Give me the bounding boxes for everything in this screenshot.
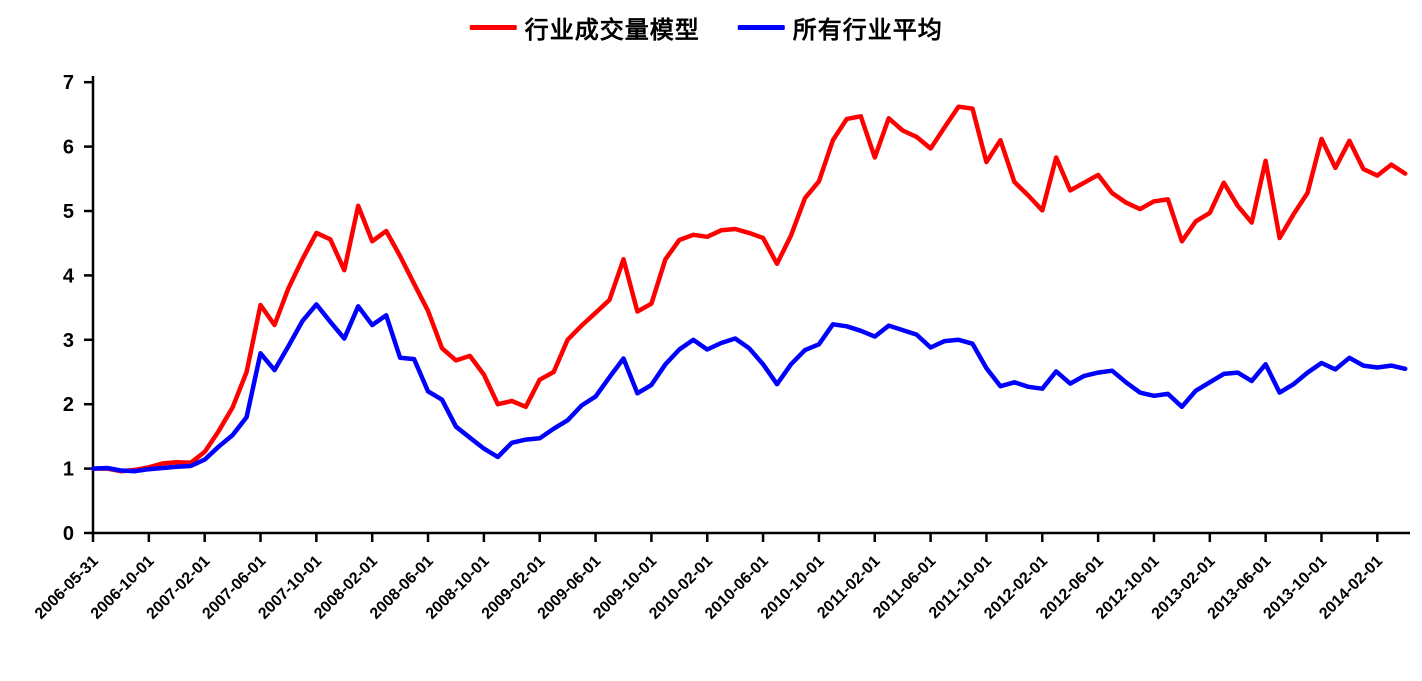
chart-legend: 行业成交量模型 所有行业平均 <box>469 10 943 45</box>
y-tick-label: 7 <box>63 72 74 94</box>
y-tick-label: 1 <box>63 459 74 481</box>
y-tick-label: 0 <box>63 523 74 545</box>
x-axis-ticks: 2006-05-312006-10-012007-02-012007-06-01… <box>32 533 1386 623</box>
y-tick-label: 4 <box>63 265 75 287</box>
y-tick-label: 6 <box>63 137 74 159</box>
y-tick-label: 5 <box>63 201 74 223</box>
red-line-swatch-icon <box>469 25 517 30</box>
legend-item-all-industry-average: 所有行业平均 <box>737 10 943 45</box>
y-axis-ticks: 0 1 2 3 4 5 6 7 <box>63 72 93 545</box>
series-line-0 <box>90 104 1408 474</box>
series-lines <box>90 104 1408 474</box>
legend-label-volume-model: 行业成交量模型 <box>524 18 700 44</box>
series-line-1 <box>90 302 1408 474</box>
y-tick-label: 3 <box>63 330 74 352</box>
axes <box>91 76 1410 535</box>
y-tick-label: 2 <box>63 394 74 416</box>
legend-label-all-industry-average: 所有行业平均 <box>792 18 943 44</box>
legend-item-volume-model: 行业成交量模型 <box>469 10 700 45</box>
blue-line-swatch-icon <box>737 25 785 30</box>
